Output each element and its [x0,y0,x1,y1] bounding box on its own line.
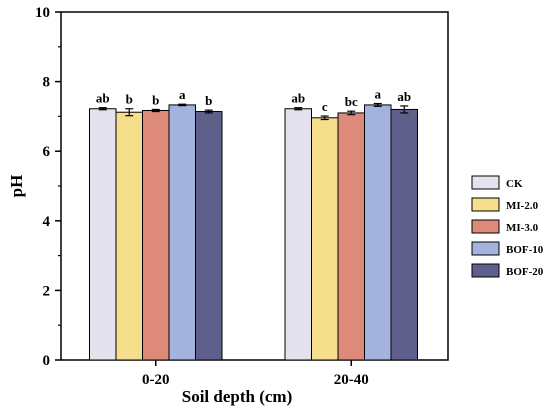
legend-label: CK [506,178,523,190]
legend-label: BOF-20 [506,266,544,278]
bar [390,108,418,361]
bar [284,108,312,361]
significance-label: a [375,87,382,102]
significance-label: b [152,92,159,107]
bar [337,112,365,361]
bar [89,108,117,361]
legend-label: MI-3.0 [506,222,539,234]
y-tick-label: 0 [43,353,51,369]
x-axis: 0-20 20-40 [142,360,369,388]
significance-label: ab [96,91,110,106]
bar [195,111,223,361]
y-tick-label: 4 [43,214,51,230]
significance-label: b [205,93,212,108]
legend-label: BOF-10 [506,244,544,256]
significance-label: b [126,92,133,107]
significance-label: ab [291,91,305,106]
bar [168,104,196,361]
y-tick-label: 10 [35,5,50,21]
y-tick-label: 8 [43,75,51,91]
legend-label: MI-2.0 [506,200,539,212]
bar [115,111,143,361]
legend-swatch [471,197,500,212]
y-tick-label: 2 [43,283,51,299]
legend-swatch [471,175,500,190]
x-tick-label: 20-40 [334,372,369,388]
legend-swatch [471,241,500,256]
x-tick-label: 0-20 [142,372,170,388]
y-axis-title: pH [7,175,26,198]
legend-swatch [471,263,500,278]
x-axis-title: Soil depth (cm) [182,387,293,406]
bar [311,117,339,361]
significance-label: ab [397,89,411,104]
significance-label: c [322,99,328,114]
significance-label: a [179,87,186,102]
y-axis: 0 2 4 6 8 10 [35,5,61,369]
significance-label: bc [345,94,358,109]
legend-swatch [471,219,500,234]
legend: CK MI-2.0 MI-3.0 BOF-10 BOF-20 [471,175,544,278]
bar [142,109,170,361]
y-tick-label: 6 [43,144,51,160]
bar [364,104,392,361]
bars-layer: ab b b a b abc bca ab [89,87,418,361]
